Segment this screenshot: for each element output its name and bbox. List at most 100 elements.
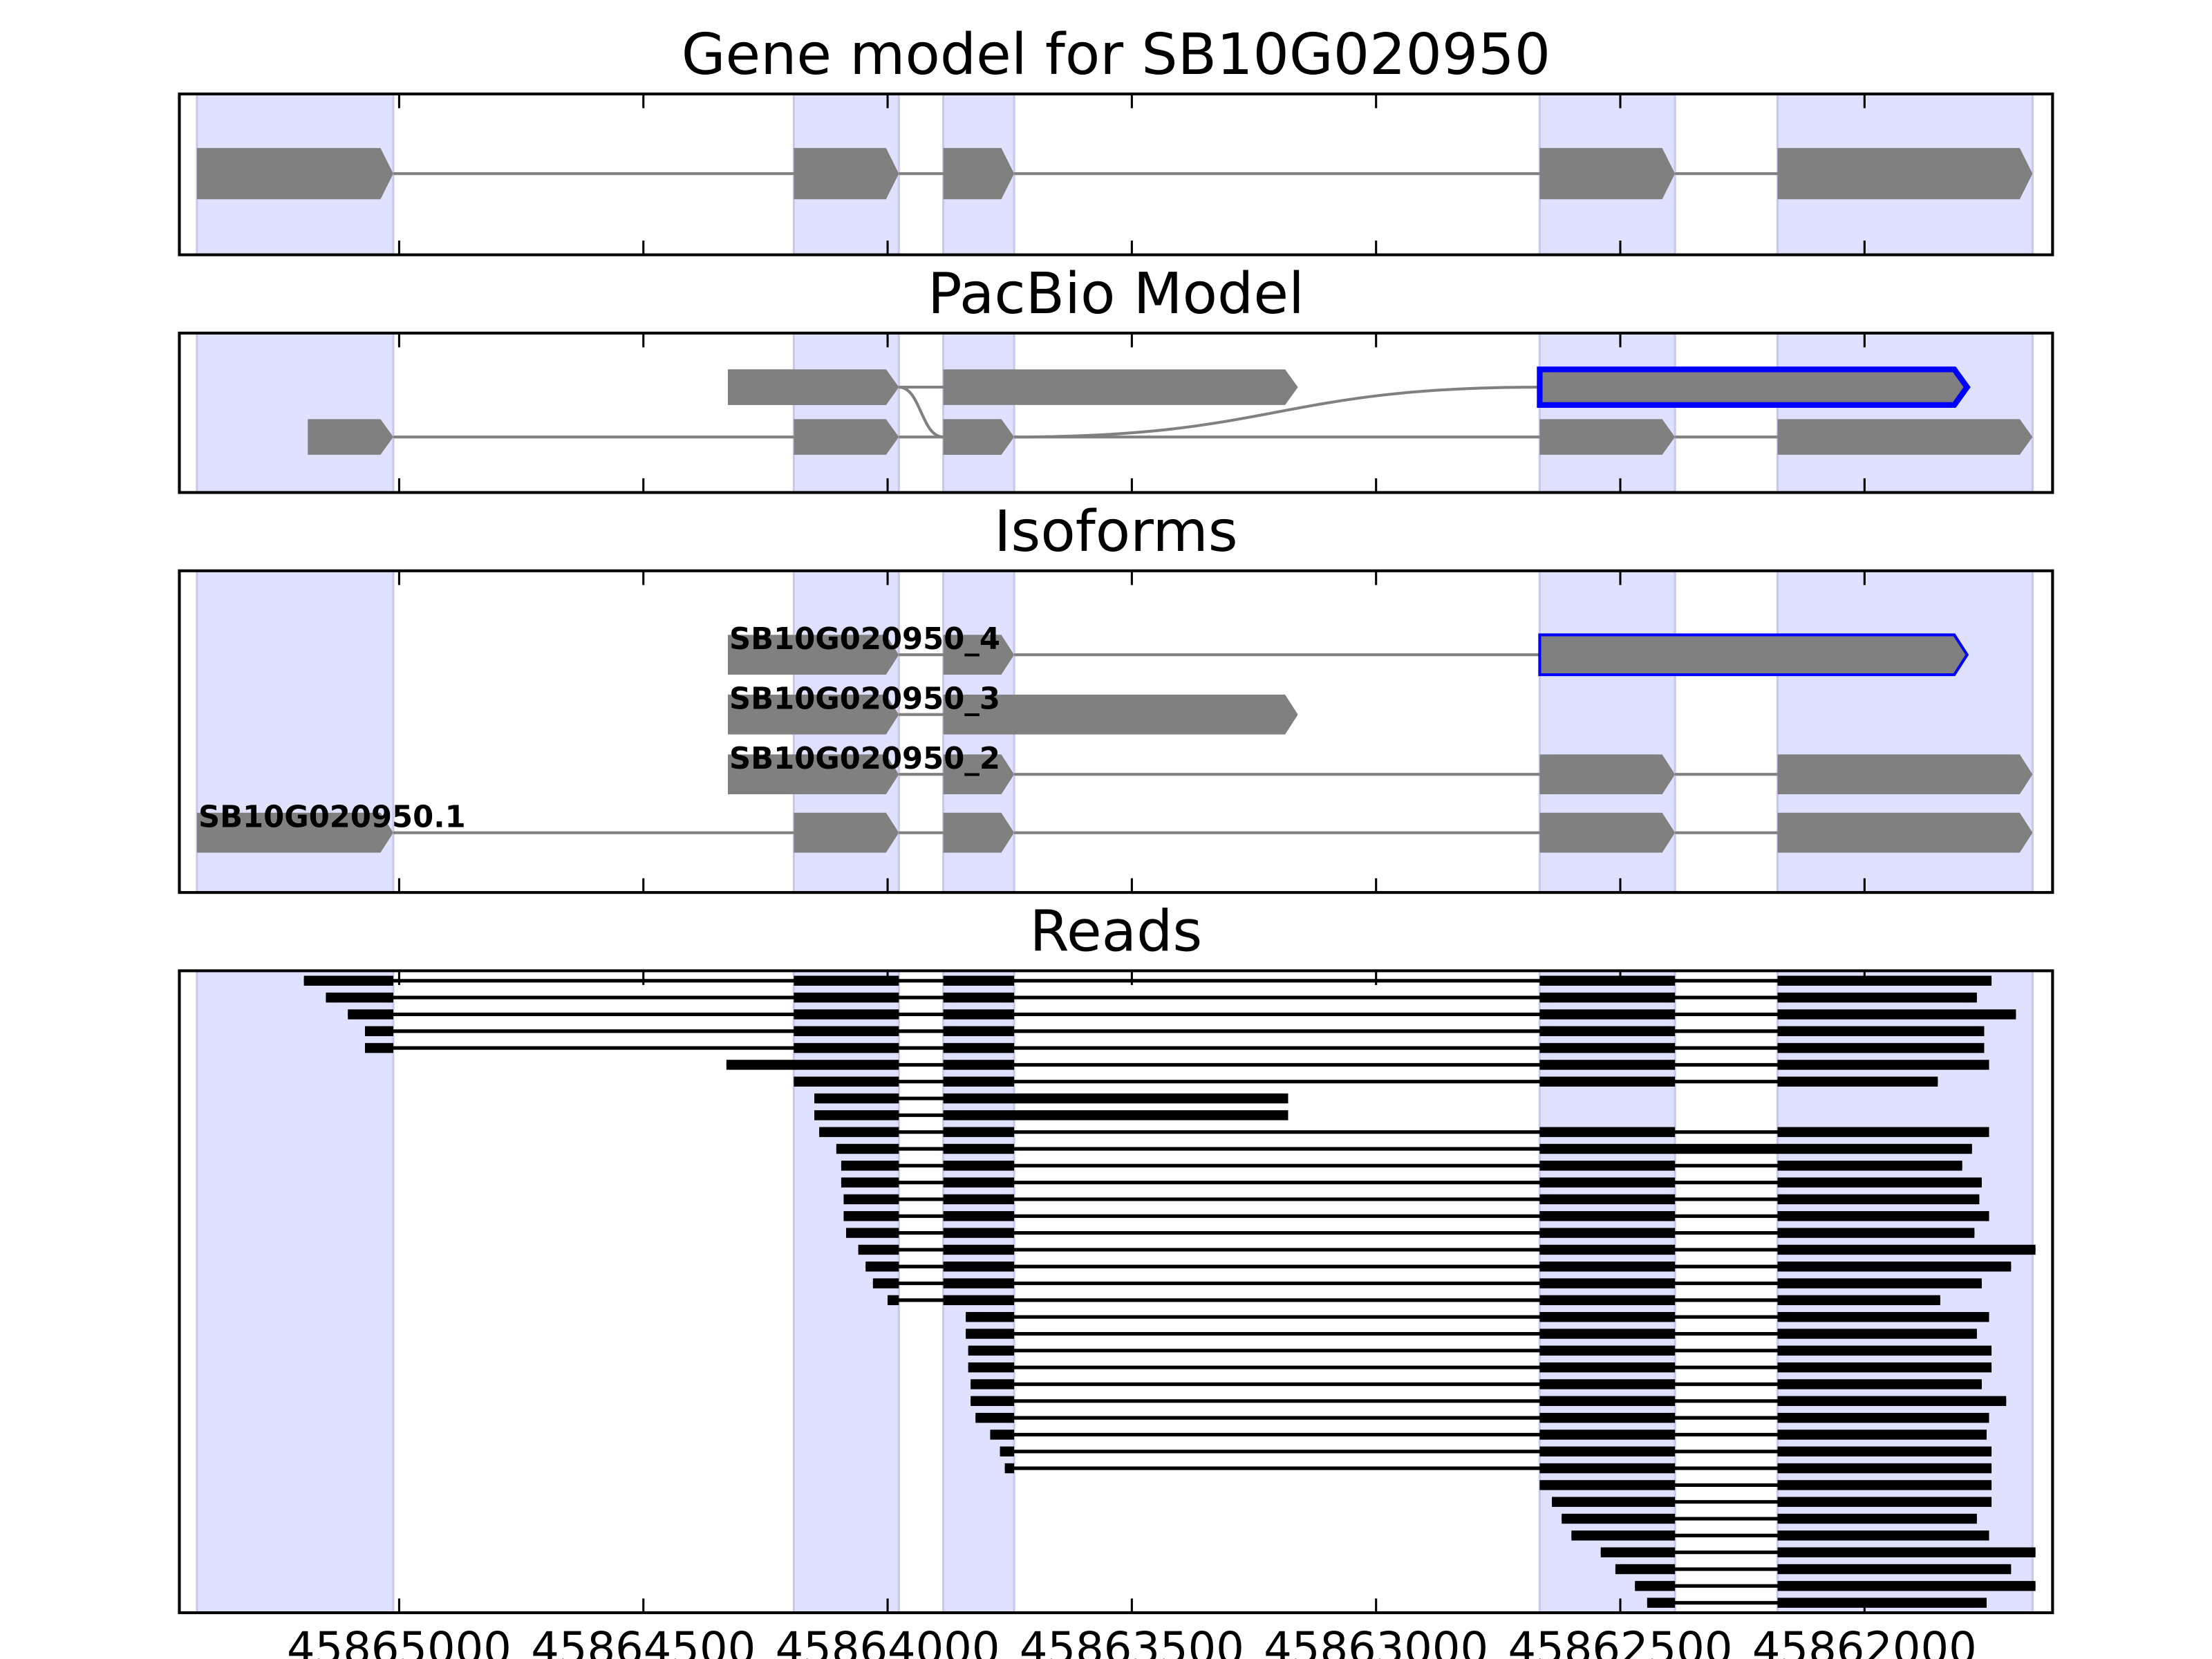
read-block (975, 1412, 1015, 1423)
read-block (1539, 1295, 1676, 1306)
read-block (1777, 1564, 2012, 1575)
exon-block (728, 369, 899, 405)
read-block (865, 1262, 899, 1272)
read-block (1777, 1463, 1992, 1474)
read-block (966, 1329, 1015, 1339)
read-block (1777, 1497, 1992, 1507)
read-block (846, 1228, 899, 1238)
exon-block (1777, 754, 2033, 795)
read-block (1777, 975, 1992, 986)
read-block (364, 1042, 393, 1053)
read-block (1777, 1547, 2036, 1557)
read-block (1777, 1009, 2016, 1020)
intron-line (899, 386, 944, 439)
read-block (1777, 1042, 1985, 1053)
read-block (1777, 1446, 1992, 1456)
read-block (1539, 1026, 1676, 1036)
read-block (1777, 992, 1977, 1003)
read-block (1777, 1177, 1982, 1188)
isoform-label: SB10G020950_2 (729, 742, 1000, 776)
read-block (794, 992, 899, 1003)
read-block (794, 1026, 899, 1036)
read-block (843, 1211, 899, 1221)
read-block (1539, 1362, 1676, 1373)
exon-block (1539, 419, 1676, 455)
read-block (1539, 1396, 1676, 1407)
read-block (841, 1161, 899, 1171)
read-block (1777, 1581, 2036, 1591)
read-block (836, 1143, 899, 1154)
read-block (943, 1262, 1015, 1272)
read-block (1777, 1430, 1987, 1440)
read-block (1777, 1513, 1977, 1524)
read-block (943, 1060, 1015, 1070)
read-block (794, 1076, 899, 1087)
exon-block (943, 754, 1015, 795)
exon-block (1777, 419, 2033, 455)
read-block (968, 1362, 1015, 1373)
panel-background (179, 971, 2053, 1613)
read-block (348, 1009, 393, 1020)
exon-block (728, 754, 899, 795)
read-block (1539, 1379, 1676, 1389)
exon-block (1777, 812, 2033, 853)
read-block (1539, 1463, 1676, 1474)
read-block (943, 1211, 1015, 1221)
exon-block (1539, 754, 1676, 795)
read-block (1539, 1127, 1676, 1137)
panel-frame (178, 331, 2054, 494)
read-block (1615, 1564, 1676, 1575)
x-tick-label: 45864500 (531, 1623, 756, 1659)
read-block (1539, 1228, 1676, 1238)
panel-frame (178, 569, 2054, 894)
read-block (1777, 1161, 1962, 1171)
isoform-label: SB10G020950.1 (198, 800, 466, 834)
read-block (1777, 1362, 1992, 1373)
panel-title: Reads (1029, 899, 1202, 965)
exon-block (943, 148, 1015, 200)
read-block (943, 1026, 1015, 1036)
exon-block (943, 369, 1298, 405)
read-block (1777, 1311, 1989, 1322)
highlighted-exon (1538, 633, 1969, 677)
read-block (1539, 1262, 1676, 1272)
read-block (872, 1278, 899, 1288)
read-block (1777, 1597, 1987, 1608)
read-block (1539, 1161, 1676, 1171)
read-block (1777, 1194, 1980, 1205)
read-block (990, 1430, 1015, 1440)
read-block (943, 1177, 1015, 1188)
exon-block (943, 635, 1015, 675)
read-block (1777, 1026, 1985, 1036)
read-block (1777, 1412, 1989, 1423)
isoform-label: SB10G020950_4 (729, 622, 1000, 657)
exon-block (943, 419, 1015, 455)
read-block (943, 1143, 1015, 1154)
exon-block (196, 812, 393, 853)
read-block (943, 1127, 1015, 1137)
x-tick-label: 45862500 (1508, 1623, 1733, 1659)
read-block (1777, 1379, 1982, 1389)
read-block (819, 1127, 899, 1137)
read-block (814, 1093, 899, 1104)
read-block (888, 1295, 899, 1306)
read-block (943, 1076, 1015, 1087)
read-block (1777, 1244, 2036, 1255)
read-block (943, 1110, 1288, 1121)
exon-shade (1538, 332, 1676, 494)
read-block (943, 1244, 1015, 1255)
read-block (943, 1194, 1015, 1205)
x-tick-label: 45863500 (1020, 1623, 1244, 1659)
x-tick-label: 45865000 (287, 1623, 512, 1659)
read-block (1777, 1396, 2007, 1407)
isoform-label: SB10G020950_3 (729, 682, 1000, 716)
read-block (794, 1042, 899, 1053)
read-block (1539, 1211, 1676, 1221)
read-block (943, 1009, 1015, 1020)
exon-block (308, 419, 393, 455)
read-block (326, 992, 393, 1003)
exon-shade (792, 332, 900, 494)
exon-shade (196, 969, 395, 1614)
read-block (1539, 1143, 1972, 1154)
